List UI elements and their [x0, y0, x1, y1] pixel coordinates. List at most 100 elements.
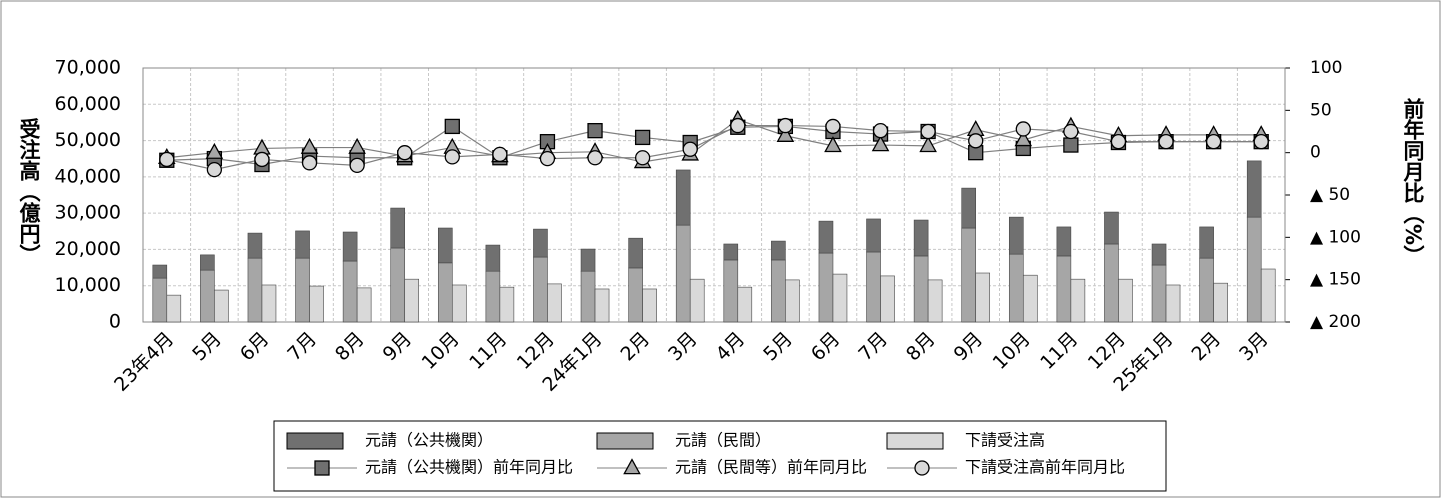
bar	[437, 262, 453, 323]
marker-circle	[492, 146, 508, 163]
bar	[771, 259, 786, 323]
marker-circle	[206, 161, 223, 178]
marker-circle	[777, 117, 794, 134]
bar	[1165, 284, 1181, 323]
bar	[247, 232, 263, 259]
bar	[1199, 257, 1214, 323]
marker-circle	[1158, 134, 1174, 150]
bar	[166, 294, 182, 323]
marker-circle	[254, 151, 270, 168]
bar	[390, 247, 406, 323]
marker-circle	[730, 117, 746, 134]
bar	[200, 269, 215, 323]
bar	[200, 254, 215, 271]
bar	[437, 227, 453, 264]
marker-square	[587, 123, 603, 139]
bar	[1008, 253, 1024, 323]
marker-circle	[1015, 121, 1031, 137]
bar	[1008, 216, 1024, 255]
bar	[832, 273, 848, 323]
y2-tick-label: 50	[1310, 100, 1332, 120]
legend-label: 元請（公共機関）	[365, 431, 493, 450]
y2-tick-label: ▲ 50	[1310, 185, 1350, 205]
y-tick-label: 10,000	[55, 274, 121, 296]
bar	[1104, 243, 1119, 323]
marker-square	[634, 129, 651, 146]
bar	[723, 259, 739, 323]
bar	[342, 231, 358, 262]
bar	[485, 270, 501, 323]
bar	[580, 248, 596, 272]
bar	[880, 275, 895, 323]
legend-label: 下請受注高前年同月比	[965, 458, 1125, 477]
marker-triangle	[871, 135, 890, 152]
marker-circle	[634, 150, 651, 166]
bar	[356, 287, 372, 323]
bar	[594, 288, 610, 323]
marker-triangle	[824, 136, 842, 153]
y-tick-label: 0	[109, 311, 121, 333]
bar	[451, 284, 467, 323]
bar	[771, 240, 786, 261]
marker-circle	[1110, 134, 1127, 150]
marker-circle	[1063, 123, 1079, 140]
bar	[152, 264, 168, 279]
marker-circle	[587, 150, 603, 166]
y-tick-label: 50,000	[55, 129, 121, 151]
marker-square	[1063, 137, 1079, 153]
y2-tick-label: ▲ 200	[1310, 312, 1361, 332]
bar	[927, 279, 943, 323]
marker-circle	[914, 460, 930, 476]
y2-axis-label: 前年同月比（%）	[1401, 97, 1426, 266]
bar	[628, 267, 643, 323]
line	[166, 124, 1262, 171]
bar	[628, 237, 643, 269]
marker-circle	[539, 150, 556, 167]
bar	[1056, 226, 1072, 257]
bar	[818, 220, 834, 254]
legend-box	[273, 420, 1167, 492]
legend-label: 元請（公共機関）前年同月比	[365, 458, 573, 477]
marker-triangle	[776, 125, 795, 142]
legend-swatch	[286, 432, 344, 450]
legend-label: 下請受注高	[965, 431, 1045, 450]
bar	[961, 187, 977, 229]
line	[166, 125, 1262, 166]
bar	[309, 285, 324, 323]
bar	[1213, 282, 1228, 323]
bar	[675, 224, 691, 323]
bar	[675, 169, 691, 226]
y-axis-label: 受注高（億円）	[17, 117, 41, 265]
bar	[1246, 216, 1262, 323]
marker-circle	[1253, 134, 1269, 150]
bar	[214, 289, 229, 323]
bar	[152, 277, 168, 323]
bar	[818, 252, 834, 323]
bar	[913, 255, 929, 323]
bar	[785, 279, 800, 323]
marker-circle	[682, 141, 698, 157]
bar	[247, 257, 263, 323]
marker-triangle	[919, 136, 937, 153]
marker-square	[314, 460, 330, 476]
bar	[342, 260, 358, 323]
bar	[1151, 264, 1167, 323]
bar	[1104, 211, 1119, 245]
bar	[404, 278, 420, 323]
marker-circle	[968, 133, 984, 149]
marker-triangle	[348, 137, 366, 154]
marker-triangle	[1014, 130, 1033, 147]
bar	[689, 278, 705, 323]
y-tick-label: 60,000	[55, 93, 121, 115]
marker-circle	[444, 149, 460, 165]
marker-triangle	[300, 137, 319, 154]
y-tick-label: 20,000	[55, 238, 121, 260]
bar	[485, 244, 501, 272]
bar	[1022, 274, 1038, 323]
bar	[866, 251, 881, 323]
marker-circle	[301, 155, 318, 171]
y-tick-label: 70,000	[55, 57, 121, 79]
marker-square	[444, 118, 460, 135]
bar	[961, 227, 977, 323]
